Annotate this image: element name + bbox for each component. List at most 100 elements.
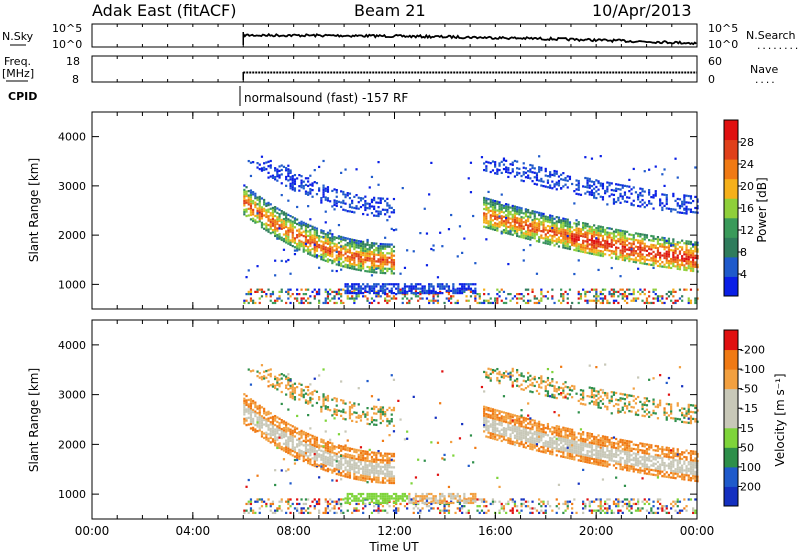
echo-cell	[494, 426, 497, 430]
echo-cell	[373, 214, 376, 217]
echo-cell	[505, 166, 508, 169]
echo-cell	[667, 248, 671, 251]
echo-cell	[494, 415, 497, 418]
echo-cell	[309, 192, 312, 195]
echo-cell	[318, 511, 321, 515]
echo-cell	[632, 238, 635, 241]
echo-cell	[439, 402, 442, 405]
echo-cell	[362, 501, 365, 505]
echo-cell	[689, 299, 693, 302]
echo-cell	[282, 435, 286, 439]
echo-cell	[586, 181, 589, 185]
echo-cell	[342, 447, 345, 451]
echo-cell	[337, 223, 341, 227]
echo-cell	[388, 283, 391, 286]
echo-cell	[375, 454, 378, 457]
echo-cell	[311, 227, 314, 231]
echo-cell	[348, 476, 352, 479]
echo-cell	[293, 246, 297, 249]
echo-cell	[597, 240, 600, 243]
echo-cell	[604, 189, 607, 193]
echo-cell	[553, 239, 556, 243]
echo-cell	[370, 462, 374, 465]
echo-cell	[390, 287, 393, 290]
echo-cell	[340, 502, 343, 506]
echo-cell	[522, 295, 525, 298]
echo-cell	[432, 495, 435, 498]
echo-cell	[659, 262, 662, 266]
echo-cell	[483, 405, 486, 408]
echo-cell	[337, 257, 341, 260]
echo-cell	[267, 160, 270, 163]
echo-cell	[560, 225, 563, 229]
echo-cell	[274, 223, 277, 226]
echo-cell	[516, 234, 519, 238]
echo-cell	[540, 292, 543, 296]
echo-cell	[366, 299, 369, 302]
echo-cell	[348, 467, 352, 470]
echo-cell	[300, 299, 303, 302]
echo-cell	[329, 461, 332, 465]
echo-cell	[392, 477, 396, 480]
echo-cell	[249, 290, 253, 293]
echo-cell	[370, 264, 374, 267]
echo-cell	[685, 207, 688, 211]
echo-cell	[245, 509, 248, 512]
echo-cell	[289, 498, 292, 501]
echo-cell	[298, 430, 301, 434]
echo-cell	[553, 183, 556, 186]
echo-cell	[395, 501, 398, 505]
echo-cell	[254, 410, 257, 413]
echo-cell	[333, 260, 336, 263]
echo-cell	[260, 197, 264, 200]
echo-cell	[555, 240, 558, 243]
echo-cell	[577, 193, 580, 196]
echo-cell	[670, 244, 673, 247]
echo-cell	[322, 459, 325, 462]
echo-cell	[379, 412, 382, 416]
echo-cell	[406, 507, 409, 510]
echo-cell	[626, 252, 629, 256]
echo-cell	[513, 232, 517, 235]
echo-cell	[276, 175, 279, 178]
station-title: Adak East (fitACF)	[92, 1, 236, 20]
echo-cell	[452, 295, 455, 298]
echo-cell	[274, 259, 277, 262]
echo-cell	[434, 290, 437, 293]
echo-cell	[601, 228, 605, 231]
echo-cell	[340, 478, 343, 481]
echo-cell	[252, 301, 255, 305]
echo-cell	[291, 434, 294, 437]
echo-cell	[410, 283, 413, 286]
echo-cell	[452, 283, 455, 286]
echo-cell	[674, 260, 677, 264]
echo-cell	[575, 249, 578, 252]
echo-cell	[291, 443, 294, 446]
echo-cell	[551, 226, 554, 230]
echo-cell	[639, 235, 642, 238]
echo-cell	[274, 509, 277, 512]
echo-cell	[247, 398, 250, 402]
echo-cell	[320, 405, 323, 409]
echo-cell	[285, 432, 288, 436]
echo-cell	[267, 433, 270, 436]
echo-cell	[494, 161, 497, 164]
echo-cell	[293, 221, 297, 224]
echo-cell	[335, 256, 338, 259]
echo-cell	[502, 206, 506, 210]
echo-cell	[507, 375, 510, 378]
echo-cell	[487, 301, 490, 305]
echo-cell	[355, 295, 358, 298]
echo-cell	[318, 476, 321, 479]
echo-cell	[533, 232, 536, 236]
echo-cell	[417, 283, 420, 286]
echo-cell	[335, 463, 338, 467]
echo-cell	[439, 287, 442, 290]
echo-cell	[564, 242, 567, 245]
echo-cell	[315, 229, 319, 232]
echo-cell	[390, 272, 393, 275]
echo-cell	[615, 242, 618, 245]
echo-cell	[399, 495, 402, 498]
echo-cell	[535, 272, 539, 275]
echo-cell	[274, 214, 277, 218]
